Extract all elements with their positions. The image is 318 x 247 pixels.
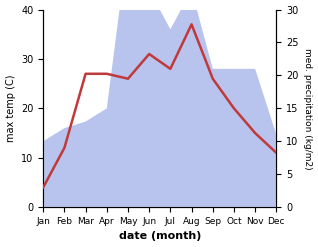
X-axis label: date (month): date (month) <box>119 231 201 242</box>
Y-axis label: med. precipitation (kg/m2): med. precipitation (kg/m2) <box>303 48 313 169</box>
Y-axis label: max temp (C): max temp (C) <box>5 75 16 142</box>
